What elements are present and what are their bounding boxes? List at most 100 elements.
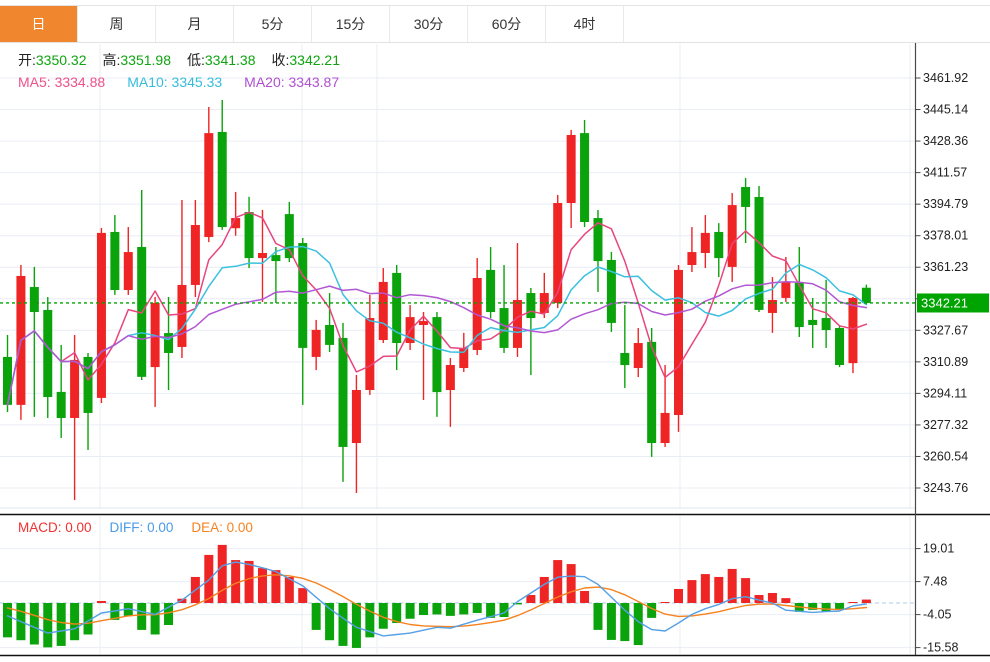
- candle-body: [110, 231, 120, 291]
- candle-body: [754, 197, 764, 310]
- macd-bar: [204, 554, 214, 603]
- macd-bar: [351, 603, 361, 648]
- candle-body: [271, 255, 281, 262]
- macd-bar: [338, 603, 348, 646]
- candle-body: [83, 356, 93, 413]
- tab-60min[interactable]: 60分: [468, 6, 546, 42]
- tab-30min[interactable]: 30分: [390, 6, 468, 42]
- price-tick-label: 3277.32: [923, 418, 968, 432]
- candle-body: [392, 272, 402, 344]
- macd-bar: [164, 603, 174, 626]
- macd-bar: [217, 544, 227, 603]
- tab-15min[interactable]: 15分: [312, 6, 390, 42]
- macd-bar: [405, 603, 415, 619]
- ohlc-readout: 开:3350.32 高:3351.98 低:3341.38 收:3342.21: [18, 50, 340, 70]
- close-value: 3342.21: [289, 52, 340, 68]
- macd-bar: [633, 603, 643, 646]
- macd-panel: [0, 544, 915, 648]
- macd-tick-label: 7.48: [923, 575, 947, 589]
- macd-bar: [526, 594, 536, 603]
- macd-bar: [123, 603, 133, 616]
- candle-body: [231, 218, 241, 229]
- tab-month[interactable]: 月: [156, 6, 234, 42]
- candle-body: [311, 329, 321, 357]
- macd-bar: [808, 603, 818, 610]
- macd-bar: [727, 568, 737, 603]
- macd-bar: [553, 560, 563, 603]
- candle-body: [217, 131, 227, 228]
- candle-body: [660, 412, 670, 444]
- macd-value-readout: MACD: 0.00: [18, 520, 92, 535]
- candle-body: [700, 232, 710, 254]
- high-value: 3351.98: [120, 52, 171, 68]
- macd-bar: [539, 576, 549, 603]
- macd-tick-label: 19.01: [923, 542, 954, 556]
- candle-body: [767, 299, 777, 313]
- candle-body: [687, 252, 697, 266]
- candle-body: [96, 232, 106, 398]
- macd-bar: [647, 603, 657, 618]
- candle-body: [257, 253, 267, 259]
- open-readout: 开:3350.32: [18, 50, 87, 70]
- candle-body: [499, 308, 509, 348]
- candle-body: [714, 231, 724, 259]
- candle-body: [351, 390, 361, 444]
- macd-bar: [311, 603, 321, 630]
- macd-bar: [56, 603, 66, 646]
- macd-bar: [861, 599, 871, 603]
- price-tick-label: 3428.36: [923, 134, 968, 148]
- candle-body: [835, 327, 845, 366]
- macd-bar: [593, 603, 603, 630]
- ma-readout: MA5: 3334.88 MA10: 3345.33 MA20: 3343.87: [18, 74, 339, 90]
- candle-body: [298, 243, 308, 348]
- price-axis: 3461.92 3445.14 3428.36 3411.57 3394.79 3378.…: [0, 43, 990, 657]
- current-price-tag: [917, 293, 989, 313]
- candle-body: [177, 284, 187, 347]
- candle-body: [861, 287, 871, 303]
- macd-tick-label: -15.58: [923, 641, 958, 655]
- candle-body: [781, 281, 791, 298]
- candle-body: [794, 282, 804, 328]
- ma5-line: [6, 211, 868, 406]
- macd-bar: [365, 603, 375, 638]
- candle-body: [204, 133, 214, 238]
- macd-bar: [781, 598, 791, 603]
- ma20-value: 3343.87: [288, 74, 340, 90]
- candle-body: [472, 278, 482, 350]
- tab-week[interactable]: 周: [78, 6, 156, 42]
- tab-5min[interactable]: 5分: [234, 6, 312, 42]
- macd-bar: [150, 603, 160, 635]
- candle-body: [566, 134, 576, 204]
- diff-value-readout: DIFF: 0.00: [110, 520, 174, 535]
- macd-bar: [472, 603, 482, 614]
- macd-bar: [848, 602, 858, 603]
- macd-bar: [741, 578, 751, 603]
- macd-bar: [499, 603, 509, 618]
- candle-body: [378, 281, 388, 341]
- current-price-tag-value: 3342.21: [921, 295, 968, 310]
- tab-4hour[interactable]: 4时: [546, 6, 624, 42]
- tab-day[interactable]: 日: [0, 6, 78, 42]
- macd-bar: [432, 603, 442, 615]
- close-label: 收:: [271, 52, 290, 68]
- candle-body: [539, 293, 549, 313]
- candle-body: [123, 252, 133, 291]
- macd-bar: [96, 600, 106, 603]
- period-tab-bar: 日周月 5分 15分 30分 60分 4时: [0, 5, 990, 43]
- macd-value: 0.00: [65, 520, 92, 535]
- macd-bar: [459, 603, 469, 615]
- candle-body: [821, 318, 831, 331]
- price-tick-label: 3461.92: [923, 71, 968, 85]
- candle-body: [244, 212, 254, 259]
- open-label: 开:: [18, 52, 36, 68]
- candle-body: [512, 299, 522, 348]
- macd-label: MACD:: [18, 520, 62, 535]
- price-tick-label: 3243.76: [923, 481, 968, 495]
- candle-body: [553, 203, 563, 303]
- candle-body: [164, 333, 174, 353]
- candle-body: [325, 324, 335, 345]
- price-tick-label: 3260.54: [923, 449, 968, 463]
- candle-body: [593, 218, 603, 262]
